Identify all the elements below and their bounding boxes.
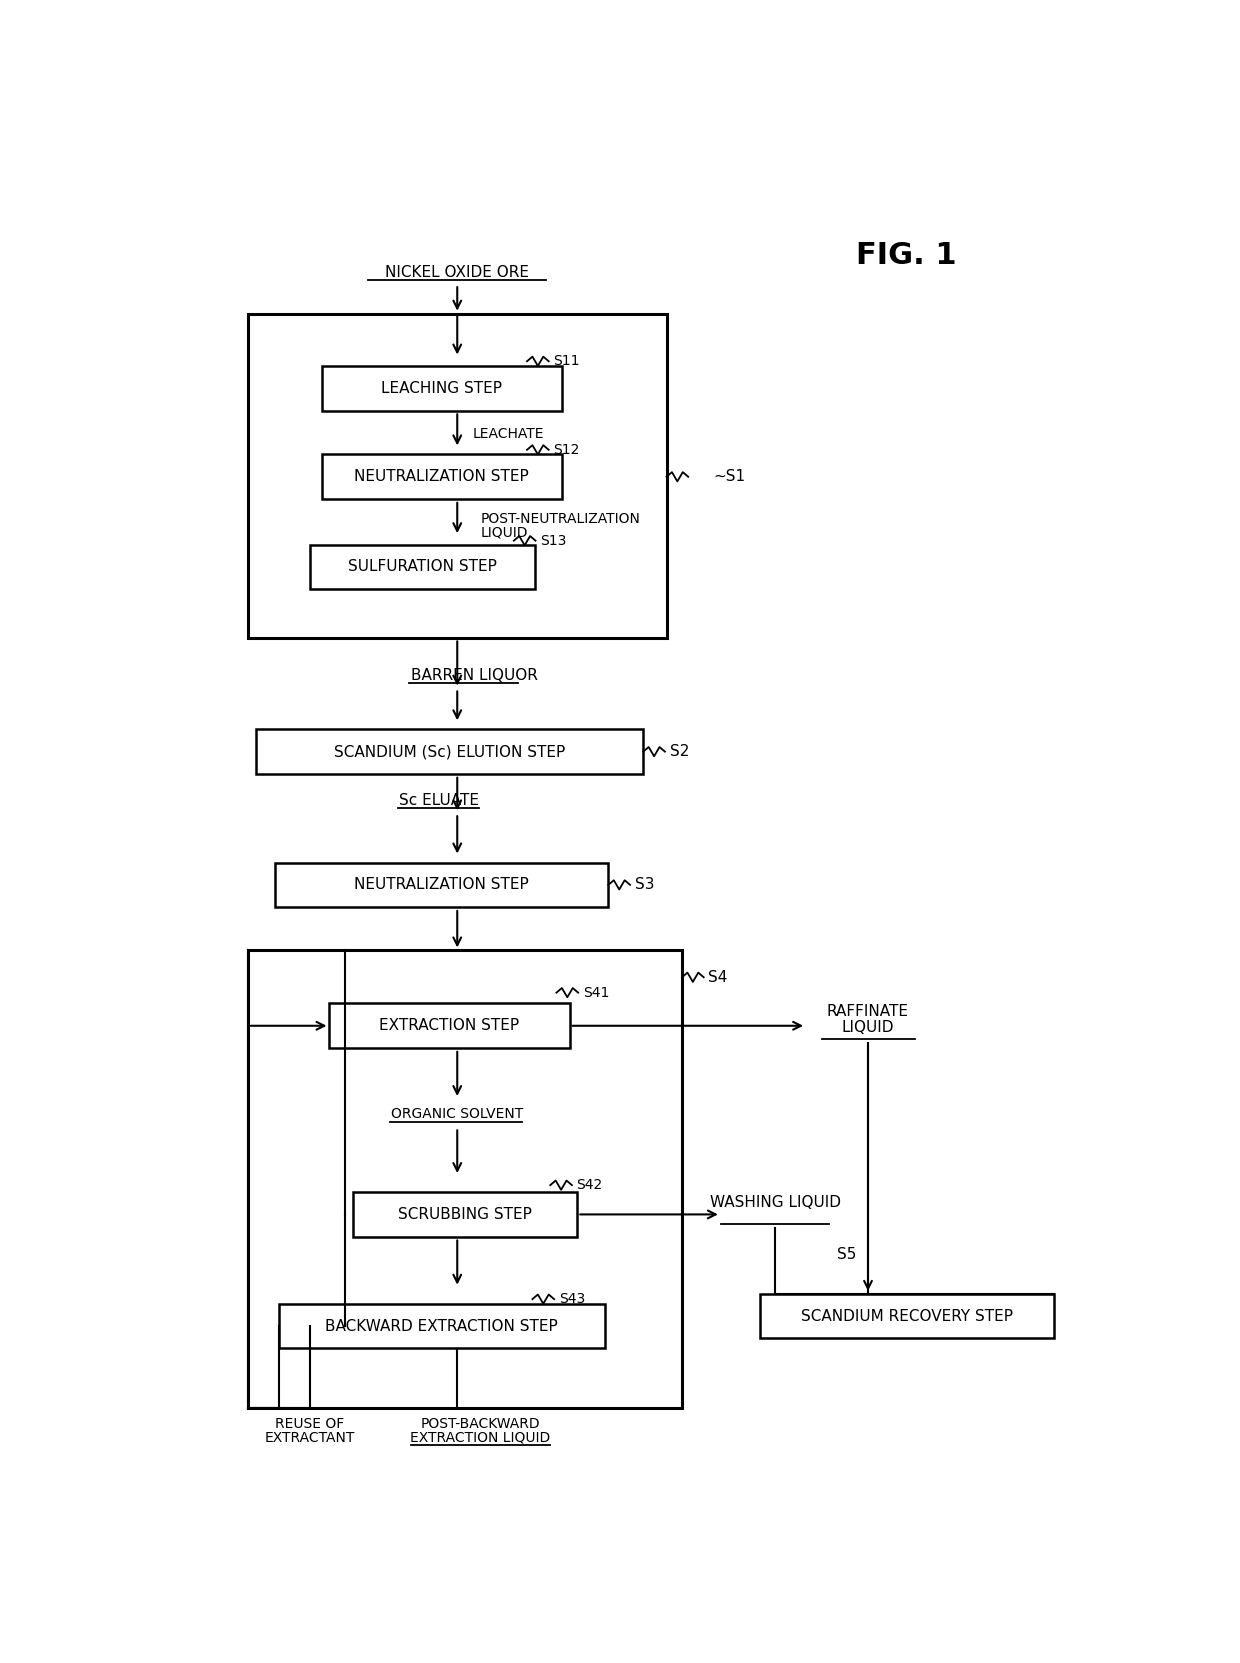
Text: S42: S42	[577, 1177, 603, 1192]
Text: S41: S41	[583, 986, 609, 999]
Text: LEACHATE: LEACHATE	[472, 427, 544, 441]
Text: S12: S12	[553, 442, 580, 457]
Bar	[310, 544, 534, 589]
Text: S11: S11	[553, 354, 580, 368]
Text: EXTRACTION LIQUID: EXTRACTION LIQUID	[410, 1430, 551, 1445]
Bar	[279, 1304, 605, 1349]
Text: NEUTRALIZATION STEP: NEUTRALIZATION STEP	[355, 878, 529, 893]
Text: SCANDIUM RECOVERY STEP: SCANDIUM RECOVERY STEP	[801, 1309, 1013, 1324]
Bar	[248, 314, 667, 639]
Text: BACKWARD EXTRACTION STEP: BACKWARD EXTRACTION STEP	[325, 1319, 558, 1334]
Bar	[321, 366, 562, 411]
Bar	[352, 1192, 578, 1237]
Text: WASHING LIQUID: WASHING LIQUID	[709, 1196, 841, 1211]
Bar	[275, 863, 609, 908]
Text: POST-NEUTRALIZATION: POST-NEUTRALIZATION	[481, 512, 640, 526]
Text: S5: S5	[837, 1247, 857, 1262]
Text: EXTRACTION STEP: EXTRACTION STEP	[379, 1018, 520, 1033]
Text: NEUTRALIZATION STEP: NEUTRALIZATION STEP	[355, 469, 529, 484]
Text: ORGANIC SOLVENT: ORGANIC SOLVENT	[392, 1108, 523, 1121]
Text: SCRUBBING STEP: SCRUBBING STEP	[398, 1207, 532, 1222]
Text: SCANDIUM (Sc) ELUTION STEP: SCANDIUM (Sc) ELUTION STEP	[334, 743, 565, 758]
Text: S3: S3	[635, 878, 655, 893]
Text: SULFURATION STEP: SULFURATION STEP	[348, 559, 497, 574]
Text: ~S1: ~S1	[713, 469, 745, 484]
Bar	[255, 730, 644, 773]
Text: RAFFINATE: RAFFINATE	[827, 1004, 909, 1019]
Bar	[321, 454, 562, 499]
Text: NICKEL OXIDE ORE: NICKEL OXIDE ORE	[386, 264, 529, 279]
Bar	[248, 950, 682, 1409]
Bar	[330, 1003, 569, 1048]
Text: S2: S2	[670, 743, 689, 758]
Text: S4: S4	[708, 970, 728, 984]
Text: S43: S43	[559, 1292, 585, 1305]
Text: POST-BACKWARD: POST-BACKWARD	[420, 1417, 541, 1430]
Text: BARREN LIQUOR: BARREN LIQUOR	[410, 669, 538, 683]
Text: Sc ELUATE: Sc ELUATE	[399, 793, 479, 808]
Text: S13: S13	[541, 534, 567, 547]
Bar	[759, 1294, 1054, 1339]
Text: LIQUID: LIQUID	[842, 1019, 894, 1034]
Text: EXTRACTANT: EXTRACTANT	[265, 1430, 355, 1445]
Text: FIG. 1: FIG. 1	[857, 241, 957, 269]
Text: REUSE OF: REUSE OF	[275, 1417, 345, 1430]
Text: LIQUID: LIQUID	[481, 526, 528, 539]
Text: LEACHING STEP: LEACHING STEP	[381, 381, 502, 396]
